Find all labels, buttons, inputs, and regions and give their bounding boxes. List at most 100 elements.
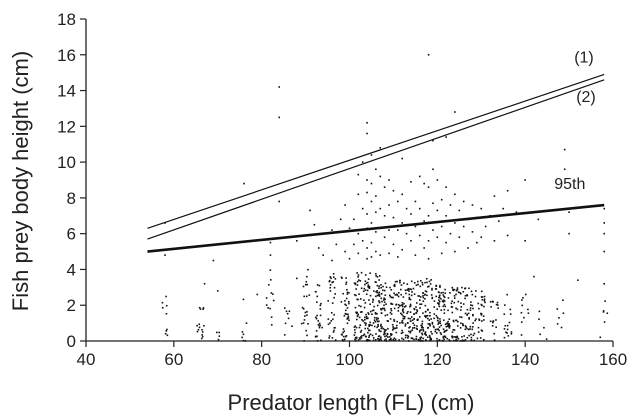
data-point [466,308,469,311]
data-point [391,323,394,326]
data-point [308,294,311,296]
data-point [267,307,269,309]
data-point [427,257,430,260]
data-point [467,312,470,315]
data-point [360,329,363,332]
data-point [462,323,464,326]
data-point [430,330,432,333]
data-point [364,302,367,304]
data-point [475,290,477,292]
data-point [443,319,445,322]
data-point [333,286,336,289]
data-point [443,308,446,311]
data-point [329,284,332,286]
data-point [471,231,474,233]
data-point [383,328,386,331]
data-point [332,272,335,275]
data-point [365,315,368,318]
data-point [437,319,439,322]
data-point [433,326,435,329]
data-point [440,225,443,228]
data-point [380,308,382,310]
data-point [401,337,403,340]
data-point [201,331,204,333]
data-point [460,302,462,304]
data-point [366,257,368,260]
data-point [201,328,203,331]
data-point [379,338,382,340]
data-point [383,339,386,341]
data-point [364,316,366,319]
data-point [355,288,357,290]
data-point [354,338,356,341]
data-point [462,200,465,203]
data-point [443,296,446,299]
data-point [456,287,459,289]
data-point [440,252,443,255]
data-point [369,310,372,313]
data-point [424,297,426,300]
data-point [334,339,337,341]
data-point [335,243,338,246]
data-point [404,324,407,327]
data-point [366,132,368,135]
data-point [442,335,445,338]
data-point [368,339,370,342]
data-point [387,327,389,330]
data-point [391,329,394,331]
data-point [368,287,371,289]
data-point [305,280,308,283]
data-point [509,313,512,315]
data-point [405,207,408,210]
data-point [375,295,377,298]
data-point [361,311,363,313]
data-point [603,282,606,285]
data-point [400,293,403,296]
data-point [348,257,351,260]
data-point [491,325,494,327]
data-point [344,299,346,302]
data-point [445,325,448,328]
data-point [459,327,462,329]
data-point [568,211,570,213]
data-point [370,200,373,203]
data-point [198,326,201,329]
data-point [305,295,308,298]
data-point [522,297,524,299]
data-point [390,337,392,340]
data-point [383,289,386,292]
data-point [451,306,454,308]
data-point [198,306,201,309]
data-point [403,317,406,320]
data-point [306,334,308,337]
data-point [477,331,480,333]
data-point [302,307,305,310]
data-point [403,315,406,318]
data-point [319,314,322,317]
data-point [497,307,499,309]
data-point [393,337,396,340]
data-point [329,286,332,289]
data-point [473,339,476,342]
data-point [291,325,293,328]
data-point [340,276,343,279]
data-point [413,327,416,329]
data-point [373,316,376,319]
data-point [439,322,441,325]
data-point [354,325,356,327]
data-point [397,306,400,309]
data-point [527,312,530,314]
data-point [366,121,368,124]
data-point [418,330,421,333]
data-point [459,316,461,318]
data-point [474,295,477,298]
data-point [481,320,483,322]
data-point [284,322,287,325]
data-point [520,334,523,336]
data-point [568,232,570,235]
data-point [483,305,485,308]
data-point [316,335,318,338]
data-point [406,322,409,324]
data-point [364,335,367,338]
data-point [449,232,452,235]
